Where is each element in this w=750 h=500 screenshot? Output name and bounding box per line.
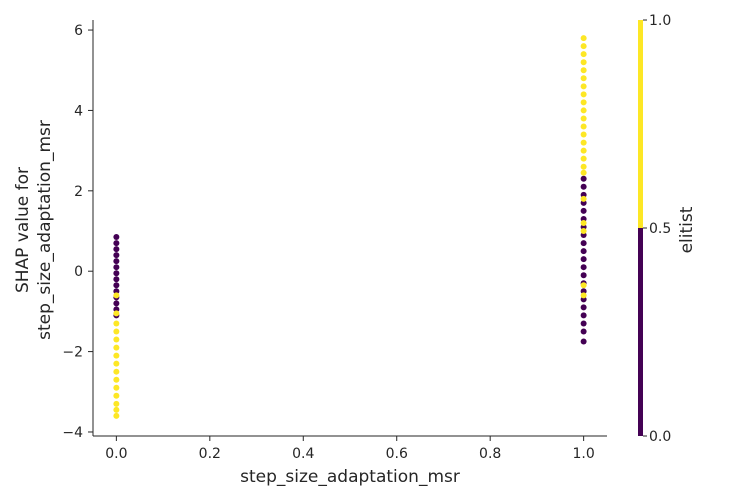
scatter-point-elitist-low bbox=[113, 252, 120, 259]
scatter-point-elitist-high bbox=[113, 384, 120, 391]
scatter-point-elitist-high bbox=[113, 368, 120, 375]
scatter-point-elitist-low bbox=[580, 328, 587, 335]
scatter-point-elitist-high bbox=[580, 59, 587, 66]
colorbar-low-segment bbox=[638, 228, 643, 436]
scatter-point-elitist-low bbox=[580, 320, 587, 327]
colorbar: 0.0 0.5 1.0 elitist bbox=[638, 13, 697, 445]
scatter-point-elitist-high bbox=[113, 352, 120, 359]
y-axis-label-line2: step_size_adaptation_msr bbox=[35, 120, 55, 340]
scatter-point-elitist-high bbox=[580, 139, 587, 146]
colorbar-label: elitist bbox=[677, 206, 697, 253]
y-tick-label: −4 bbox=[62, 425, 83, 441]
y-axis-label-line1: SHAP value for bbox=[13, 167, 33, 293]
scatter-point-elitist-low bbox=[113, 270, 120, 277]
y-tick-label: 0 bbox=[74, 264, 83, 280]
scatter-point-elitist-high bbox=[113, 344, 120, 351]
scatter-point-elitist-high bbox=[580, 75, 587, 82]
x-ticks: 0.0 0.2 0.4 0.6 0.8 1.0 bbox=[105, 436, 595, 462]
scatter-point-elitist-high bbox=[580, 169, 587, 176]
scatter-point-elitist-low bbox=[580, 175, 587, 182]
scatter-point-elitist-low bbox=[580, 338, 587, 345]
scatter-point-elitist-low bbox=[113, 276, 120, 283]
scatter-point-elitist-low bbox=[580, 248, 587, 255]
scatter-point-elitist-high bbox=[580, 155, 587, 162]
scatter-point-elitist-low bbox=[113, 282, 120, 289]
scatter-point-elitist-high bbox=[580, 99, 587, 106]
scatter-point-elitist-high bbox=[580, 51, 587, 58]
scatter-point-elitist-high bbox=[113, 328, 120, 335]
scatter-point-elitist-low bbox=[113, 246, 120, 253]
scatter-point-elitist-low bbox=[113, 240, 120, 247]
scatter-point-elitist-high bbox=[113, 292, 120, 299]
scatter-point-elitist-high bbox=[113, 336, 120, 343]
x-tick-label: 0.8 bbox=[479, 446, 501, 462]
y-tick-label: 6 bbox=[74, 23, 83, 39]
colorbar-ticks: 0.0 0.5 1.0 bbox=[643, 13, 671, 445]
scatter-point-elitist-low bbox=[580, 312, 587, 319]
scatter-point-elitist-high bbox=[113, 376, 120, 383]
scatter-point-elitist-high bbox=[580, 123, 587, 130]
scatter-point-elitist-low bbox=[580, 183, 587, 190]
y-tick-label: 4 bbox=[74, 103, 83, 119]
y-tick-label: −2 bbox=[62, 345, 83, 361]
scatter-point-elitist-low bbox=[580, 304, 587, 311]
scatter-point-elitist-high bbox=[580, 67, 587, 74]
scatter-point-elitist-high bbox=[113, 360, 120, 367]
x-tick-label: 0.2 bbox=[199, 446, 221, 462]
scatter-point-elitist-high bbox=[580, 147, 587, 154]
x-tick-label: 1.0 bbox=[573, 446, 595, 462]
scatter-point-elitist-high bbox=[113, 406, 120, 413]
y-axis-label: SHAP value for step_size_adaptation_msr bbox=[13, 120, 55, 340]
scatter-point-elitist-high bbox=[580, 131, 587, 138]
scatter-point-elitist-high bbox=[580, 107, 587, 114]
scatter-point-elitist-low bbox=[580, 207, 587, 214]
scatter-point-elitist-high bbox=[113, 400, 120, 407]
scatter-point-elitist-high bbox=[580, 292, 587, 299]
scatter-point-elitist-low bbox=[113, 258, 120, 265]
x-tick-label: 0.6 bbox=[386, 446, 408, 462]
x-axis-label: step_size_adaptation_msr bbox=[240, 467, 460, 487]
scatter-point-elitist-high bbox=[113, 392, 120, 399]
scatter-point-elitist-low bbox=[113, 300, 120, 307]
scatter-point-elitist-high bbox=[580, 219, 587, 226]
scatter-point-elitist-low bbox=[580, 256, 587, 263]
x-tick-label: 0.4 bbox=[292, 446, 314, 462]
scatter-point-elitist-high bbox=[580, 91, 587, 98]
scatter-point-elitist-high bbox=[580, 228, 587, 235]
scatter-point-elitist-high bbox=[580, 115, 587, 122]
scatter-point-elitist-high bbox=[580, 163, 587, 170]
scatter-point-elitist-high bbox=[580, 43, 587, 50]
scatter-point-elitist-low bbox=[580, 240, 587, 247]
scatter-point-elitist-high bbox=[580, 282, 587, 289]
scatter-point-elitist-low bbox=[580, 272, 587, 279]
scatter-point-elitist-high bbox=[113, 320, 120, 327]
scatter-point-elitist-high bbox=[580, 83, 587, 90]
scatter-point-elitist-high bbox=[113, 412, 120, 419]
scatter-point-elitist-high bbox=[580, 35, 587, 42]
y-tick-label: 2 bbox=[74, 184, 83, 200]
scatter-point-elitist-high bbox=[113, 310, 120, 317]
scatter-point-elitist-high bbox=[580, 195, 587, 202]
colorbar-tick-label: 0.0 bbox=[649, 429, 671, 445]
x-tick-label: 0.0 bbox=[105, 446, 127, 462]
y-ticks: −4 −2 0 2 4 6 bbox=[62, 23, 93, 441]
scatter-point-elitist-low bbox=[113, 234, 120, 241]
colorbar-high-segment bbox=[638, 20, 643, 228]
colorbar-tick-label: 1.0 bbox=[649, 13, 671, 29]
scatter-point-elitist-low bbox=[113, 264, 120, 271]
scatter-point-elitist-low bbox=[580, 264, 587, 271]
colorbar-tick-label: 0.5 bbox=[649, 221, 671, 237]
points-layer bbox=[113, 35, 587, 419]
